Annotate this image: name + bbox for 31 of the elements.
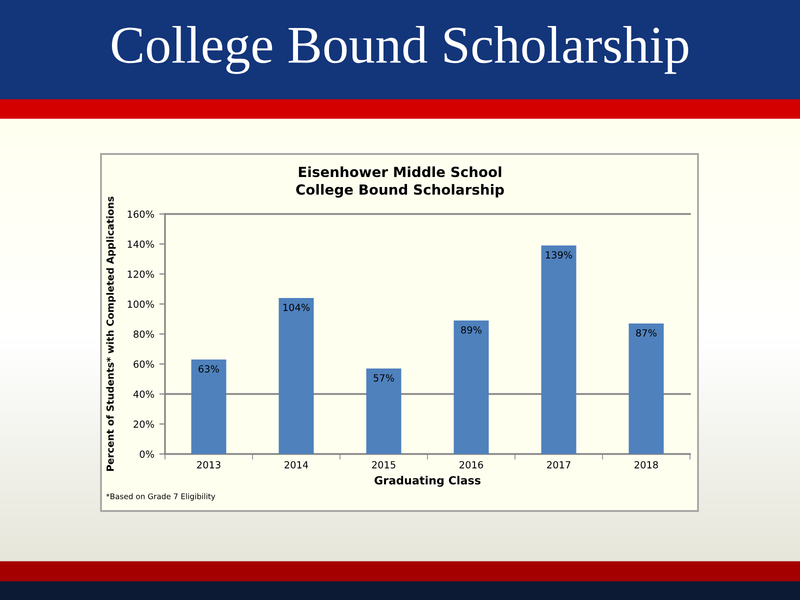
y-axis-title: Percent of Students* with Completed Applications [106, 196, 116, 471]
chart-subtitle: Eisenhower Middle School College Bound Scholarship [296, 166, 504, 198]
x-tick-label: 2018 [634, 461, 658, 468]
bar [278, 298, 314, 454]
y-tick-label: 140% [128, 240, 154, 248]
x-tick-label: 2015 [372, 461, 396, 468]
bar [541, 246, 576, 454]
y-tick-label: 120% [128, 270, 154, 278]
x-tick-label: 2016 [460, 461, 484, 468]
bar [628, 324, 664, 454]
data-label: 87% [636, 329, 657, 337]
data-label: 139% [546, 251, 572, 259]
data-label: 57% [374, 374, 394, 382]
y-tick-label: 160% [128, 210, 154, 218]
chart-title: College Bound Scholarship [112, 26, 688, 74]
y-tick-label: 80% [134, 330, 154, 338]
bar [191, 360, 226, 454]
x-axis-title: Graduating Class [374, 476, 480, 487]
y-tick-label: 100% [128, 300, 154, 308]
y-tick-label: 40% [133, 390, 154, 398]
data-label: 63% [198, 365, 220, 373]
y-tick-label: 0% [140, 450, 154, 458]
x-tick-label: 2017 [547, 461, 570, 468]
data-label: 104% [283, 304, 310, 312]
y-tick-label: 20% [134, 420, 154, 428]
y-tick-label: 60% [134, 360, 154, 368]
x-tick-label: 2013 [197, 461, 220, 468]
x-tick-label: 2014 [284, 461, 308, 468]
bar [454, 320, 489, 454]
bar [366, 368, 402, 454]
data-label: 89% [461, 326, 482, 334]
